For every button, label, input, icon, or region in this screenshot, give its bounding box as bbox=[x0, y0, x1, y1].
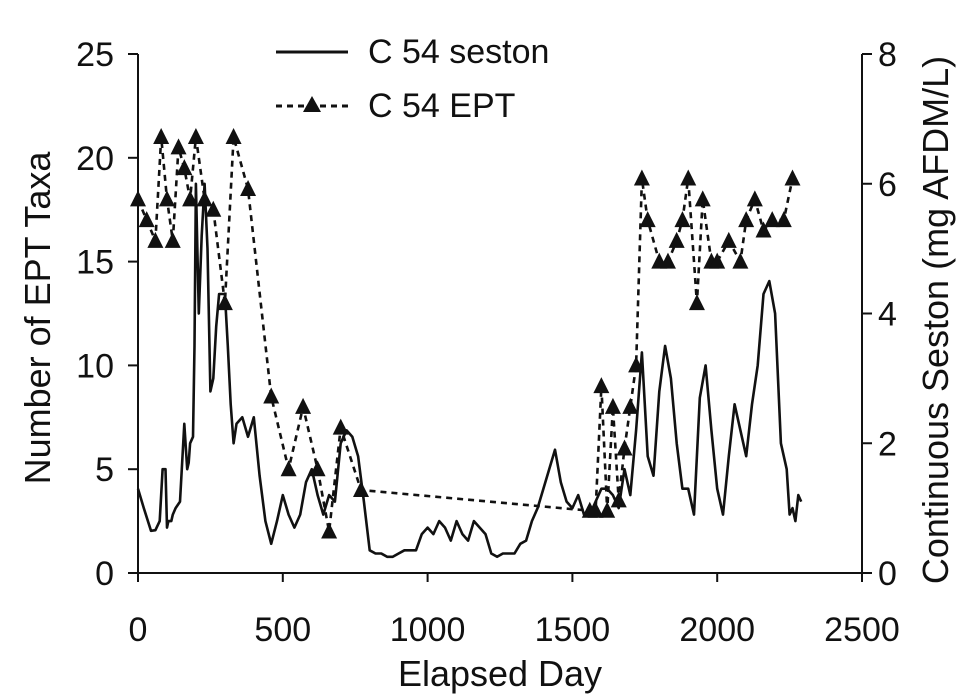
ept-data-point bbox=[720, 231, 737, 248]
legend-label-seston: C 54 seston bbox=[368, 33, 549, 71]
ept-data-point bbox=[738, 211, 755, 228]
ept-data-point bbox=[153, 128, 170, 145]
ept-data-point bbox=[616, 439, 633, 456]
ept-data-point bbox=[280, 460, 297, 477]
right-axis-title: Continuous Seston (mg AFDM/L) bbox=[915, 56, 956, 584]
ept-data-point bbox=[755, 221, 772, 238]
x-tick-label: 1500 bbox=[535, 611, 611, 649]
ept-data-point bbox=[216, 294, 233, 311]
x-tick-label: 2000 bbox=[679, 611, 755, 649]
ept-data-point bbox=[674, 211, 691, 228]
ept-data-point bbox=[633, 169, 650, 186]
left-y-tick-label: 20 bbox=[76, 140, 114, 178]
series-line-ept bbox=[136, 135, 794, 533]
series-layer bbox=[130, 128, 803, 559]
ept-data-point bbox=[659, 252, 676, 269]
legend-triangle-marker bbox=[303, 96, 321, 112]
ept-data-point bbox=[604, 397, 621, 414]
ept-data-point bbox=[158, 190, 175, 207]
right-y-tick-label: 0 bbox=[878, 555, 897, 593]
left-axis-title: Number of EPT Taxa bbox=[17, 151, 58, 485]
ept-data-point bbox=[628, 356, 645, 373]
legend: C 54 seston C 54 EPT bbox=[276, 33, 549, 125]
legend-label-ept: C 54 EPT bbox=[368, 87, 515, 125]
ept-data-point bbox=[610, 491, 627, 508]
left-y-tick-label: 10 bbox=[76, 347, 114, 385]
ept-data-point bbox=[593, 377, 610, 394]
ept-data-point bbox=[639, 211, 656, 228]
legend-item-seston: C 54 seston bbox=[276, 33, 549, 71]
left-y-tick-label: 15 bbox=[76, 244, 114, 282]
ept-data-point bbox=[332, 418, 349, 435]
x-tick-label: 0 bbox=[129, 611, 148, 649]
ept-data-point bbox=[187, 128, 204, 145]
right-y-tick-label: 8 bbox=[878, 36, 897, 74]
ept-data-point bbox=[746, 190, 763, 207]
ept-data-point bbox=[599, 501, 616, 518]
ept-data-point bbox=[352, 480, 369, 497]
right-y-tick-label: 6 bbox=[878, 166, 897, 204]
axis-titles: Elapsed Day Number of EPT Taxa Continuou… bbox=[17, 56, 956, 694]
ept-data-point bbox=[775, 211, 792, 228]
ept-data-point bbox=[205, 200, 222, 217]
series-line-seston bbox=[136, 182, 803, 559]
ept-data-point bbox=[240, 179, 257, 196]
ept-data-point bbox=[263, 387, 280, 404]
ept-data-point bbox=[130, 190, 146, 207]
left-y-tick-label: 5 bbox=[95, 451, 114, 489]
ept-data-point bbox=[622, 397, 639, 414]
ept-data-point bbox=[709, 252, 726, 269]
ept-data-point bbox=[668, 231, 685, 248]
right-y-tick-label: 2 bbox=[878, 425, 897, 463]
ept-data-point bbox=[321, 522, 338, 539]
left-y-tick-label: 25 bbox=[76, 36, 114, 74]
ept-data-point bbox=[732, 252, 749, 269]
ept-data-point bbox=[225, 128, 242, 145]
ept-data-point bbox=[680, 169, 697, 186]
x-axis-title: Elapsed Day bbox=[398, 653, 602, 694]
ept-data-point bbox=[295, 397, 312, 414]
ept-data-point bbox=[764, 211, 781, 228]
ept-data-point bbox=[176, 159, 193, 176]
ept-data-point bbox=[196, 190, 213, 207]
ept-data-point bbox=[688, 294, 705, 311]
ept-data-point bbox=[147, 231, 164, 248]
ept-data-point bbox=[587, 501, 604, 518]
ept-data-point bbox=[309, 460, 326, 477]
legend-item-ept: C 54 EPT bbox=[276, 87, 515, 125]
x-tick-label: 500 bbox=[254, 611, 311, 649]
ept-data-point bbox=[138, 211, 155, 228]
ept-data-point bbox=[694, 190, 711, 207]
ept-data-point bbox=[170, 138, 187, 155]
left-y-tick-label: 0 bbox=[95, 555, 114, 593]
x-tick-label: 1000 bbox=[390, 611, 466, 649]
ept-data-point bbox=[164, 231, 181, 248]
ticks-layer: 0 500 1000 1500 2000 2500 0 5 10 15 20 25 0 2 4 6 8 bbox=[76, 36, 900, 649]
x-tick-label: 2500 bbox=[824, 611, 900, 649]
right-y-tick-label: 4 bbox=[878, 296, 897, 334]
ept-data-point bbox=[182, 190, 199, 207]
ept-data-point bbox=[784, 169, 801, 186]
